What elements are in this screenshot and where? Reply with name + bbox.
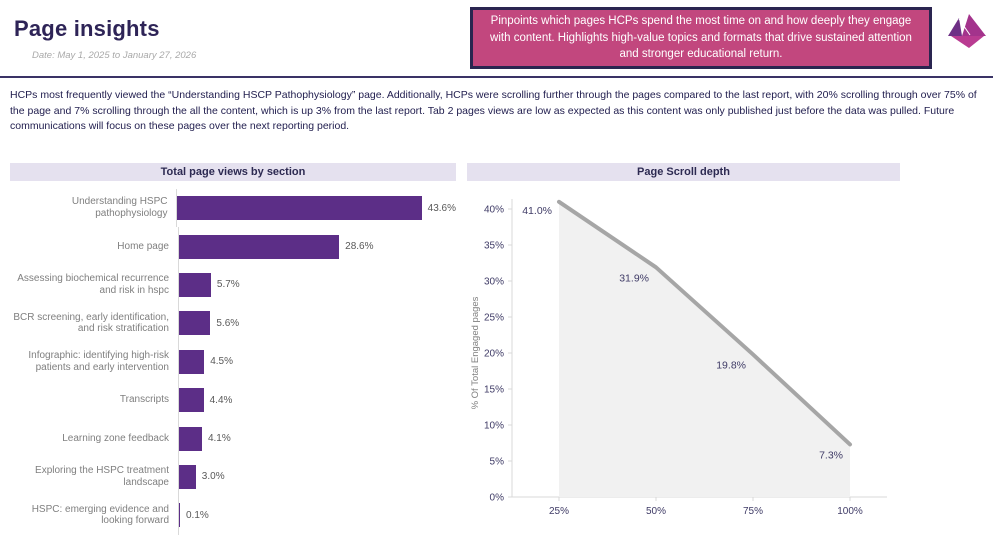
bar-track: 5.7% bbox=[178, 265, 456, 305]
bar-category-label: Exploring the HSPC treatment landscape bbox=[35, 465, 169, 488]
paper-boat-logo-icon bbox=[948, 14, 986, 48]
x-tick-label: 50% bbox=[646, 506, 666, 517]
bar-value-label: 5.7% bbox=[216, 279, 240, 291]
bar bbox=[179, 464, 196, 489]
bar-track: 0.1% bbox=[178, 496, 456, 535]
header-divider bbox=[0, 76, 993, 78]
panel-page-views: Total page views by section Understandin… bbox=[10, 163, 456, 535]
bar-row: Learning zone feedback 4.1% bbox=[10, 419, 456, 458]
page-title: Page insights bbox=[14, 16, 160, 41]
y-tick-label: 15% bbox=[484, 385, 504, 396]
bar bbox=[179, 272, 211, 297]
bar-category-label: Understanding HSPC pathophysiology bbox=[71, 196, 168, 220]
y-tick-label: 0% bbox=[490, 493, 505, 504]
scroll-line bbox=[557, 199, 852, 447]
bar-category-label: Infographic: identifying high-risk patie… bbox=[28, 349, 169, 373]
date-range-label: Date: May 1, 2025 to January 27, 2026 bbox=[32, 50, 197, 61]
bar-row: Infographic: identifying high-risk patie… bbox=[10, 342, 456, 381]
x-tick-label: 25% bbox=[549, 506, 569, 517]
bar bbox=[177, 196, 422, 221]
scroll-area bbox=[559, 201, 850, 498]
bar-track: 4.1% bbox=[178, 419, 456, 458]
bar-row: Assessing biochemical recurrence and ris… bbox=[10, 265, 456, 305]
y-tick-label: 5% bbox=[490, 457, 505, 468]
x-tick-label: 75% bbox=[743, 506, 763, 517]
y-tick-label: 10% bbox=[484, 421, 504, 432]
bar bbox=[179, 234, 340, 259]
bar bbox=[179, 388, 204, 413]
bar-track: 4.5% bbox=[178, 342, 456, 381]
bar-category-label: Learning zone feedback bbox=[62, 432, 169, 444]
scroll-depth-chart: 0% 5% 10% 15% 20% 25% 30% 35% 40% 25% 50% 75% 100% 41… bbox=[470, 199, 887, 517]
bar bbox=[179, 503, 180, 528]
bar bbox=[179, 349, 205, 374]
bar-chart-title: Total page views by section bbox=[10, 163, 456, 181]
bar-category-label: BCR screening, early identification, and… bbox=[13, 311, 169, 335]
bar-value-label: 43.6% bbox=[427, 202, 456, 214]
x-tick-label: 100% bbox=[837, 506, 863, 517]
bar-value-label: 5.6% bbox=[216, 317, 240, 329]
bar-value-label: 0.1% bbox=[186, 509, 209, 521]
bar-track: 5.6% bbox=[178, 304, 456, 343]
bar-row: Transcripts 4.4% bbox=[10, 380, 456, 420]
callout-text: Pinpoints which pages HCPs spend the mos… bbox=[490, 15, 912, 61]
bar-row: Home page 28.6% bbox=[10, 227, 456, 266]
bar-track: 4.4% bbox=[178, 380, 456, 420]
y-tick-label: 25% bbox=[484, 313, 504, 324]
bar-category-label: Transcripts bbox=[119, 394, 169, 406]
y-tick-label: 30% bbox=[484, 277, 504, 288]
summary-paragraph: HCPs most frequently viewed the “Underst… bbox=[10, 89, 977, 132]
y-tick-label: 20% bbox=[484, 349, 504, 360]
bar-chart: Understanding HSPC pathophysiology 43.6% H… bbox=[10, 181, 456, 535]
bar-category-label: Assessing biochemical recurrence and ris… bbox=[17, 273, 169, 296]
bar-row: BCR screening, early identification, and… bbox=[10, 304, 456, 343]
point-label: 7.3% bbox=[819, 449, 843, 461]
bar-track: 43.6% bbox=[176, 189, 456, 228]
y-tick-label: 40% bbox=[484, 205, 504, 216]
point-label: 41.0% bbox=[522, 205, 552, 217]
y-tick-label: 35% bbox=[484, 241, 504, 252]
bar bbox=[179, 426, 202, 451]
bar-track: 28.6% bbox=[178, 227, 456, 266]
bar-row: Understanding HSPC pathophysiology 43.6% bbox=[10, 189, 456, 228]
bar-row: HSPC: emerging evidence and looking forw… bbox=[10, 496, 456, 535]
y-axis-title: % Of Total Engaged pages bbox=[470, 296, 481, 409]
bar-value-label: 4.1% bbox=[207, 433, 231, 445]
point-label: 31.9% bbox=[619, 272, 649, 284]
bar-value-label: 4.5% bbox=[210, 356, 233, 368]
bar-value-label: 4.4% bbox=[209, 394, 233, 406]
panel-scroll-depth: Page Scroll depth 0% 5% 10% 15% 20% 25% 30% 35%… bbox=[467, 163, 900, 531]
point-label: 19.8% bbox=[716, 359, 746, 371]
bar-track: 3.0% bbox=[178, 457, 456, 497]
bar-value-label: 28.6% bbox=[345, 241, 374, 253]
bar bbox=[179, 311, 211, 336]
bar-category-label: HSPC: emerging evidence and looking forw… bbox=[31, 503, 169, 527]
bar-row: Exploring the HSPC treatment landscape 3.… bbox=[10, 457, 456, 497]
bar-category-label: Home page bbox=[117, 240, 169, 252]
callout-box: Pinpoints which pages HCPs spend the mos… bbox=[470, 7, 932, 69]
bar-value-label: 3.0% bbox=[201, 471, 225, 483]
line-chart-title: Page Scroll depth bbox=[467, 163, 900, 181]
